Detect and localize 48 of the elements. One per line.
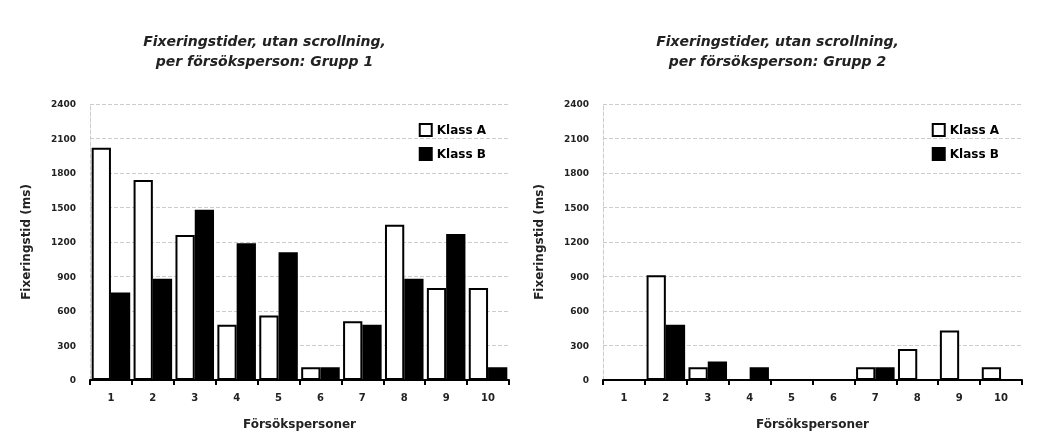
- x-tick-label: 2: [149, 391, 157, 403]
- legend-label: Klass B: [436, 147, 486, 161]
- x-tick-label: 5: [275, 391, 283, 403]
- y-axis-title: Fixeringstid (ms): [532, 184, 546, 300]
- x-tick-label: 1: [620, 391, 628, 403]
- legend-label: Klass B: [949, 147, 999, 161]
- x-tick-label: 3: [704, 391, 712, 403]
- y-tick-label: 1200: [50, 237, 76, 247]
- x-tick-label: 4: [746, 391, 754, 403]
- x-tick-label: 8: [400, 391, 408, 403]
- y-tick-label: 600: [570, 306, 589, 316]
- x-axis-title: Försökspersoner: [755, 417, 870, 431]
- x-tick-label: 7: [358, 391, 366, 403]
- x-tick-label: 4: [233, 391, 241, 403]
- chart-title: Fixeringstider, utan scrollning, per försöksperson: Grupp 2: [656, 33, 899, 69]
- x-tick-label: 10: [994, 391, 1009, 403]
- y-tick-label: 1800: [563, 168, 589, 178]
- x-tick-label: 8: [913, 391, 921, 403]
- y-tick-label: 2100: [563, 133, 589, 144]
- y-tick-label: 600: [57, 306, 76, 316]
- y-tick-label: 0: [582, 375, 589, 385]
- y-tick-label: 1500: [563, 202, 589, 213]
- x-axis-title: Försökspersoner: [242, 417, 357, 431]
- chart-title: Fixeringstider, utan scrollning, per försöksperson: Grupp 1: [143, 33, 386, 69]
- x-tick-label: 9: [442, 391, 450, 403]
- y-tick-label: 1800: [50, 168, 76, 178]
- x-tick-label: 3: [191, 391, 199, 403]
- y-tick-label: 2100: [50, 133, 76, 144]
- x-tick-label: 7: [871, 391, 879, 403]
- y-axis-title: Fixeringstid (ms): [19, 184, 33, 300]
- y-tick-label: 0: [69, 375, 76, 385]
- x-tick-label: 9: [955, 391, 963, 403]
- x-tick-label: 5: [788, 391, 796, 403]
- legend-label: Klass A: [949, 123, 1000, 137]
- y-tick-label: 1200: [563, 237, 589, 247]
- x-tick-label: 10: [481, 391, 496, 403]
- x-tick-label: 1: [107, 391, 115, 403]
- x-tick-label: 6: [316, 391, 324, 403]
- y-tick-label: 900: [570, 271, 589, 282]
- y-tick-label: 1500: [50, 202, 76, 213]
- x-tick-label: 2: [662, 391, 670, 403]
- y-tick-label: 300: [57, 340, 76, 351]
- y-tick-label: 2400: [563, 99, 589, 109]
- y-tick-label: 900: [57, 271, 76, 282]
- y-tick-label: 300: [570, 340, 589, 351]
- legend-label: Klass A: [436, 123, 487, 137]
- y-tick-label: 2400: [50, 99, 76, 109]
- x-tick-label: 6: [829, 391, 837, 403]
